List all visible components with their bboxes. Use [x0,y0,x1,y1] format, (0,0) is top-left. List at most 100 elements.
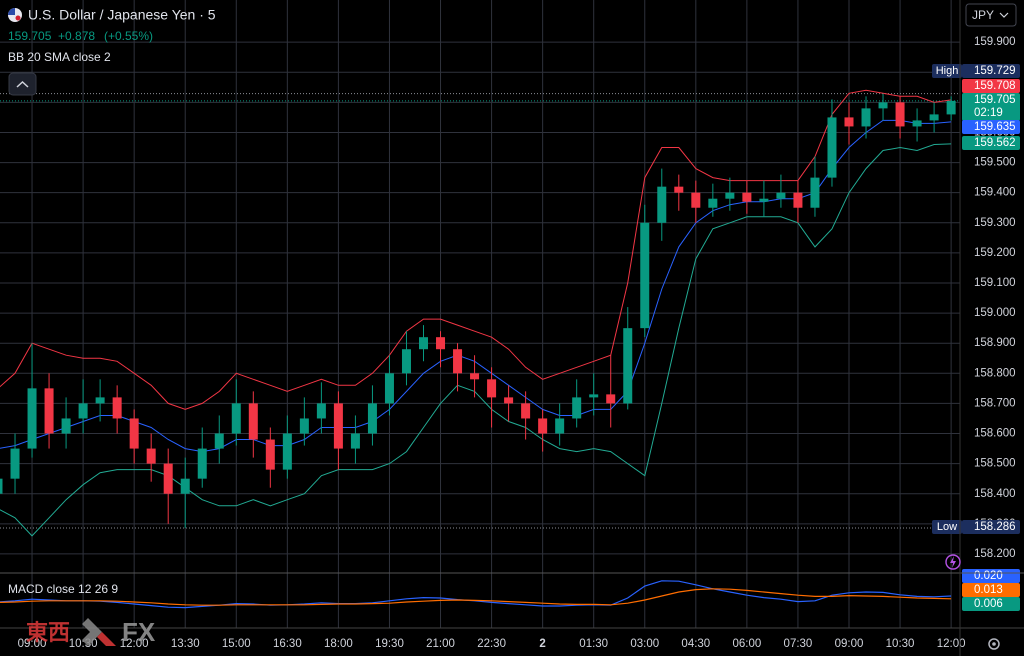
price-label-name: High [936,65,959,77]
bollinger-line [0,89,952,410]
price-change: +0.878 [58,29,95,43]
price-label: 159.705 [974,94,1016,106]
y-tick-label: 159.500 [974,157,1016,169]
candle-body [640,222,650,329]
symbol-icon [8,8,22,22]
price-label-box [962,64,1020,78]
y-tick-label: 159.300 [974,217,1016,229]
candle-body [61,418,71,434]
x-tick-label: 22:30 [477,638,506,650]
candle-body [708,198,718,208]
price-label-tag [932,64,962,78]
candle-body [759,198,769,202]
collapse-button[interactable] [8,72,37,96]
candle-body [333,403,343,449]
candle-body [282,433,292,470]
currency-button[interactable]: JPY [965,3,1017,27]
candle-body [793,192,803,208]
candle-body [810,177,820,208]
candle-body [861,108,871,127]
price-label: 159.729 [974,65,1016,77]
y-tick-label: 159.400 [974,187,1016,199]
x-tick-label: 15:00 [222,638,251,650]
candle-body [504,397,514,404]
x-tick-label: 21:00 [426,638,455,650]
candle-body [878,102,888,109]
candle-body [606,394,616,404]
y-tick-label: 159.200 [974,247,1016,259]
candle-body [436,337,446,350]
candle-body [112,397,122,419]
candle-body [895,102,905,127]
candle-body [912,120,922,127]
alert-icon[interactable] [945,554,961,570]
axis-labels: 158.200158.300158.400158.500158.600158.7… [18,36,1020,650]
candle-body [350,433,360,449]
candle-body [538,418,548,434]
candle-body [197,448,207,479]
x-tick-label: 06:00 [732,638,761,650]
candle-body [572,397,582,419]
price-label-name: Low [937,521,957,533]
y-tick-label: 158.200 [974,548,1016,560]
macd-label-box [962,583,1020,597]
candle-body [929,114,939,121]
watermark-fx: FX [122,617,156,647]
candle-body [163,463,173,494]
candle-body [214,433,224,449]
candle-body [487,379,497,398]
x-tick-label: 12:00 [937,638,966,650]
x-tick-label: 09:00 [835,638,864,650]
x-tick-label: 04:30 [681,638,710,650]
candle-body [146,448,156,464]
candle-body [453,349,463,374]
x-tick-label: 2 [539,638,545,650]
grid [0,0,960,628]
x-tick-label: 10:30 [886,638,915,650]
price-label: 159.562 [974,137,1016,149]
candle-body [674,186,684,193]
macd-legend: MACD close 12 26 9 [8,582,118,596]
candle-body [844,117,854,127]
plot-area [0,89,960,609]
candle-body [470,373,480,380]
price-label-box [962,93,1020,121]
currency-label: JPY [972,8,994,22]
price-label-box [962,79,1020,93]
settings-button[interactable] [988,638,1000,650]
x-tick-label: 18:00 [324,638,353,650]
candle-body [623,328,633,404]
indicator-legend: BB 20 SMA close 2 [8,50,111,64]
price-label: 159.635 [974,121,1016,133]
candle-body [248,403,258,440]
macd-line [0,588,952,606]
candle-body [555,418,565,434]
candle-body [78,403,88,419]
candle-body [180,478,190,494]
candle-body [521,403,531,419]
candle-body [316,403,326,419]
macd-label-box [962,597,1020,611]
x-tick-label: 19:30 [375,638,404,650]
price-label-box [962,520,1020,534]
candle-body [691,192,701,208]
countdown: 02:19 [974,107,1003,119]
x-tick-label: 01:30 [579,638,608,650]
y-tick-label: 158.900 [974,337,1016,349]
candle-body [299,418,309,434]
x-tick-label: 12:00 [120,638,149,650]
price-label-box [962,136,1020,150]
candle-body [10,448,20,479]
macd-label: 0.020 [974,570,1003,582]
candle-body [95,397,105,404]
y-tick-label: 158.700 [974,397,1016,409]
candle-body [231,403,241,434]
price-label-tag [932,520,962,534]
candle-body [0,478,3,494]
y-tick-label: 158.600 [974,428,1016,440]
candle-body [589,394,599,398]
price-label-box [962,120,1020,134]
y-tick-label: 158.500 [974,458,1016,470]
